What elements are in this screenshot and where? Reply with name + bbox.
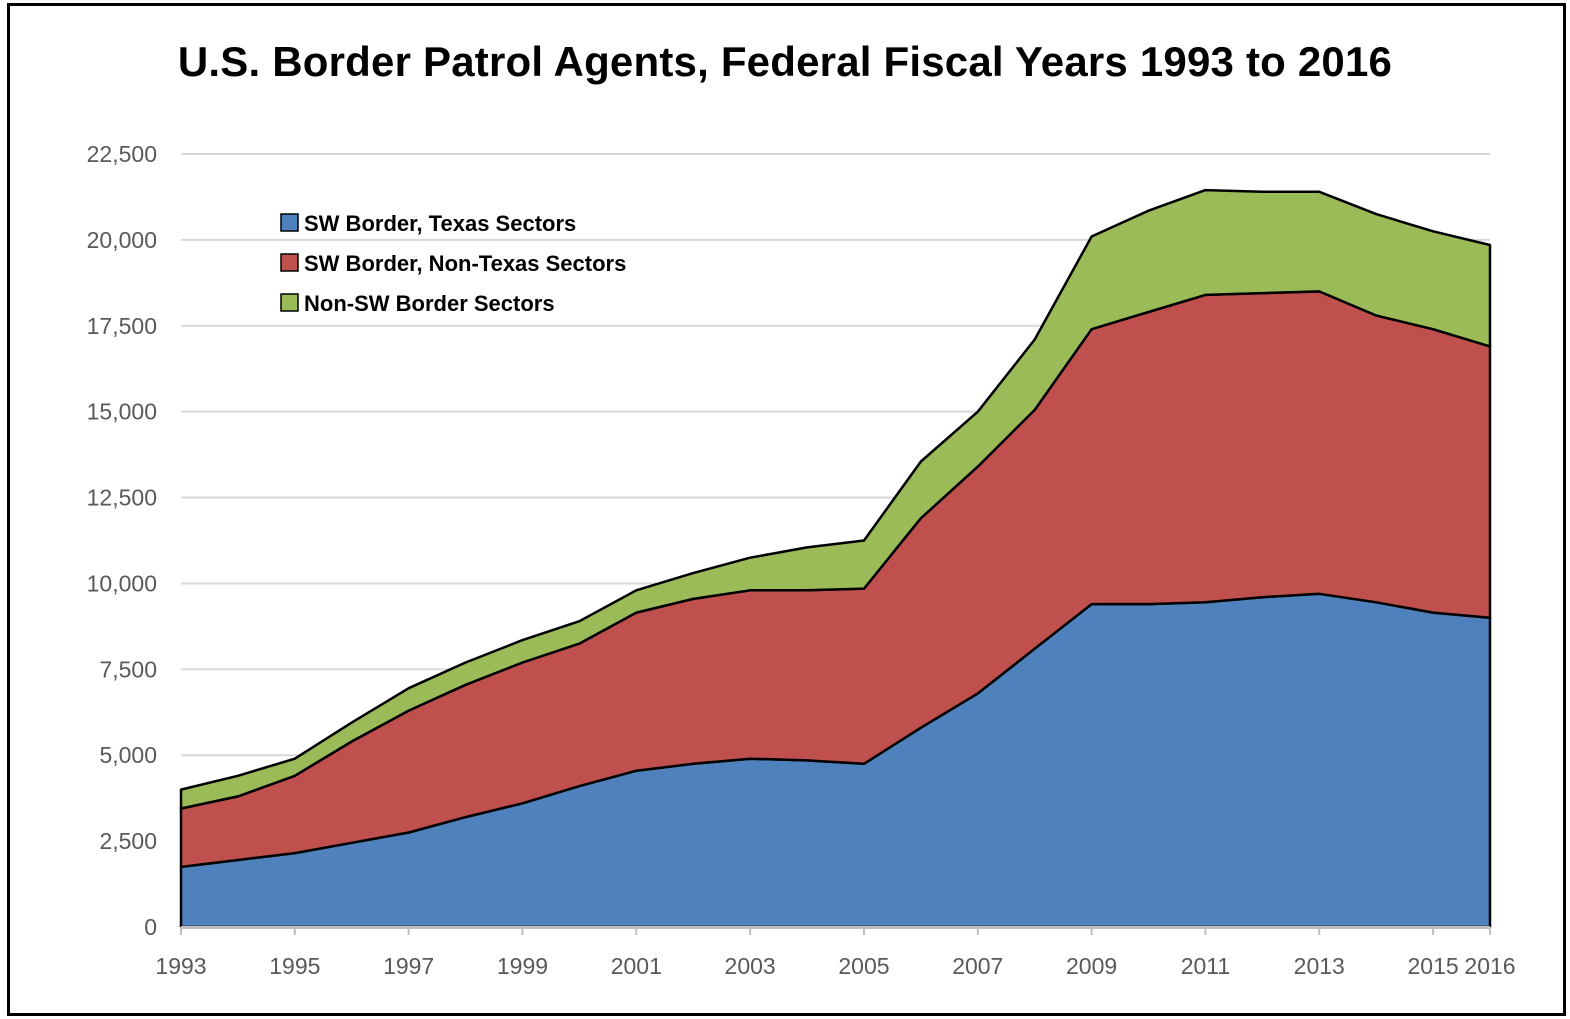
- x-tick-label: 2015: [1408, 953, 1459, 979]
- area-series-3: [179, 188, 1492, 810]
- x-tick-label: 1997: [383, 953, 434, 979]
- x-tick-label: 2007: [952, 953, 1003, 979]
- x-tick-label: 2009: [1066, 953, 1117, 979]
- legend-swatch: [280, 293, 299, 312]
- chart-title: U.S. Border Patrol Agents, Federal Fisca…: [177, 38, 1393, 85]
- y-tick-label: 17,500: [87, 313, 157, 339]
- y-tick-label: 5,000: [99, 742, 157, 768]
- x-tick-label: 2011: [1181, 953, 1230, 979]
- y-tick-label: 20,000: [87, 227, 157, 253]
- y-tick-label: 10,000: [87, 570, 157, 596]
- y-tick-label: 22,500: [87, 141, 157, 167]
- x-tick-label: 2016: [1464, 953, 1515, 979]
- y-tick-label: 15,000: [87, 399, 157, 425]
- x-tick-label: 2001: [611, 953, 662, 979]
- legend-label: Non-SW Border Sectors: [304, 291, 555, 316]
- legend-label: SW Border, Non-Texas Sectors: [304, 251, 626, 276]
- x-tick-label: 1993: [155, 953, 206, 979]
- y-tick-label: 12,500: [87, 485, 157, 511]
- y-tick-label: 7,500: [99, 656, 157, 682]
- legend-swatch: [280, 253, 299, 272]
- x-tick-label: 2013: [1294, 953, 1345, 979]
- legend-label: SW Border, Texas Sectors: [304, 211, 576, 236]
- y-tick-label: 2,500: [99, 828, 157, 854]
- legend-swatch: [280, 213, 299, 232]
- y-tick-label: 0: [144, 914, 157, 940]
- x-tick-label: 2003: [725, 953, 776, 979]
- x-tick-label: 1995: [269, 953, 320, 979]
- x-tick-label: 1999: [497, 953, 548, 979]
- x-tick-label: 2005: [838, 953, 889, 979]
